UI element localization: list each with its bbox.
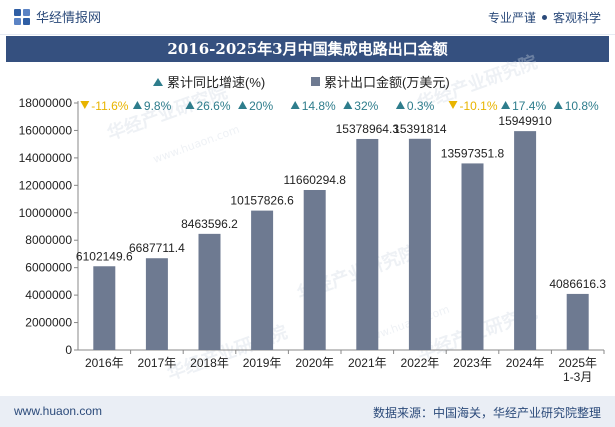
x-tick-label: 2023年 [453,356,492,370]
y-tick-label: 2000000 [25,316,72,330]
y-tick-label: 8000000 [25,233,72,247]
bar [251,210,274,350]
y-tick-label: 10000000 [19,206,73,220]
bar [356,138,379,350]
watermark-url: www.huaon.com [151,123,241,166]
x-tick-label: 2025年 [558,356,597,370]
growth-value-label: 32% [354,99,378,113]
growth-up-triangle-icon [501,101,511,109]
growth-value-label: 14.8% [302,99,336,113]
legend-up-triangle-icon [153,78,163,86]
growth-value-label: 10.8% [565,99,599,113]
growth-up-triangle-icon [290,101,300,109]
growth-up-triangle-icon [395,101,405,109]
growth-value-label: 26.6% [197,99,231,113]
x-tick-label: 2016年 [85,356,124,370]
growth-value-label: 9.8% [144,99,172,113]
growth-up-triangle-icon [238,101,248,109]
brand-name: 华经情报网 [36,10,102,25]
bar-value-label: 4086616.3 [549,277,606,291]
bar [408,138,431,350]
y-tick-label: 0 [65,343,72,357]
bar-value-label: 15378964.3 [336,122,400,136]
growth-value-label: 20% [249,99,273,113]
bar [303,189,326,350]
y-tick-label: 14000000 [19,151,73,165]
growth-up-triangle-icon [185,101,195,109]
footer-url[interactable]: www.huaon.com [14,404,103,418]
chart-title: 2016-2025年3月中国集成电路出口金额 [6,36,609,62]
y-tick-label: 18000000 [19,96,73,110]
tagline-left: 专业严谨 [487,11,536,25]
bar-value-label: 13597351.8 [441,146,505,160]
growth-down-triangle-icon [80,101,90,109]
legend-exports-label: 累计出口金额(万美元) [324,75,450,90]
bar-value-label: 11660294.8 [283,173,346,187]
bar-value-label: 8463596.2 [181,217,238,231]
y-tick-label: 6000000 [25,261,72,275]
y-tick-label: 16000000 [19,123,73,137]
x-tick-label: 1-3月 [563,370,592,384]
footer-source: 数据来源：中国海关，华经产业研究院整理 [372,406,601,420]
growth-value-label: 17.4% [512,99,546,113]
growth-value-label: -11.6% [91,99,128,113]
growth-up-triangle-icon [132,101,142,109]
growth-up-triangle-icon [553,101,563,109]
growth-down-triangle-icon [448,101,458,109]
bar-value-label: 10157826.6 [230,194,294,208]
y-tick-label: 12000000 [19,178,73,192]
tagline: 专业严谨 客观科学 [488,9,601,26]
bar-value-label: 6102149.6 [76,249,133,263]
header-bar: 华经情报网 专业严谨 客观科学 [0,0,615,35]
bar [461,163,484,350]
growth-value-label: -10.1% [460,99,498,113]
x-tick-label: 2021年 [348,356,387,370]
x-tick-label: 2019年 [243,356,282,370]
legend-bar-swatch [311,77,320,86]
x-tick-label: 2017年 [138,356,177,370]
x-tick-label: 2018年 [190,356,229,370]
tagline-right: 客观科学 [552,11,601,25]
growth-up-triangle-icon [343,101,353,109]
bar-value-label: 6687711.4 [129,241,185,255]
brand-logo-icon [14,8,30,25]
bullet-icon [541,15,547,20]
bar-value-label: 15391814 [393,122,447,136]
bar-value-label: 15949910 [498,114,552,128]
bar [93,266,116,350]
y-tick-label: 4000000 [25,288,72,302]
brand[interactable]: 华经情报网 [14,7,101,26]
chart-canvas: 华经产业研究院华经产业研究院华经产业研究院华经产业研究院华经产业研究院www.h… [19,51,607,385]
footer-bar: www.huaon.com 数据来源：中国海关，华经产业研究院整理 [0,396,615,427]
x-tick-label: 2024年 [506,356,545,370]
bar [145,258,168,350]
bar [198,233,221,350]
growth-value-label: 0.3% [407,99,435,113]
x-tick-label: 2020年 [295,356,334,370]
bar [566,293,589,350]
x-tick-label: 2022年 [401,356,440,370]
legend-growth-label: 累计同比增速(%) [167,75,265,90]
bar [514,131,537,350]
